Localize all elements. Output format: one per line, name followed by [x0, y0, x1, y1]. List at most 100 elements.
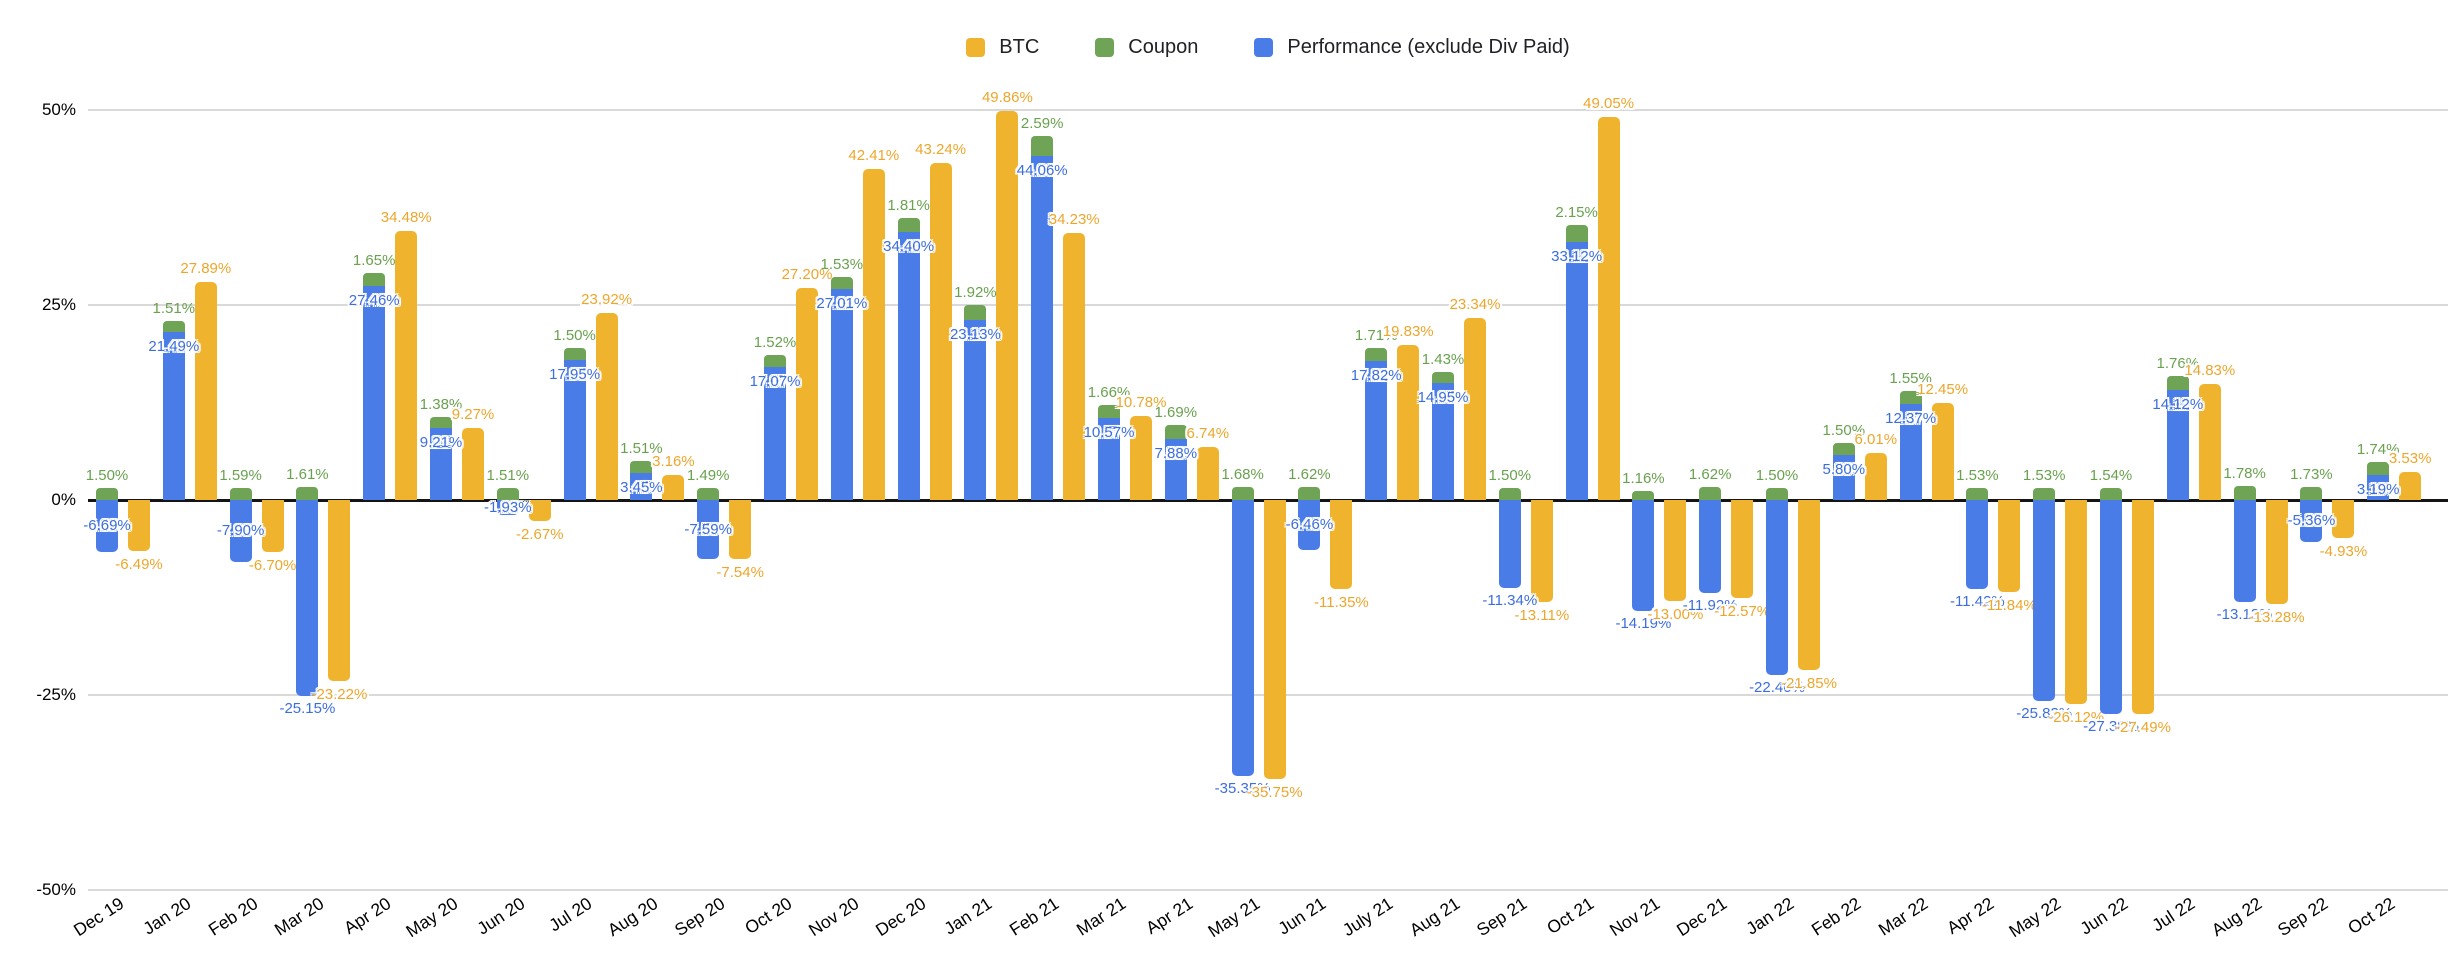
- coupon-bar: [1832, 443, 1855, 455]
- btc-value-label: 23.34%: [1449, 295, 1501, 313]
- coupon-bar: [96, 488, 118, 500]
- performance-bar: [2233, 500, 2256, 603]
- x-axis-label: May 20: [402, 893, 462, 942]
- coupon-value-label: 1.69%: [1154, 404, 1198, 422]
- btc-bar: [1397, 345, 1420, 500]
- performance-value-label: 3.45%: [620, 479, 663, 497]
- btc-value-label: -6.49%: [115, 555, 163, 573]
- gridline-25: [88, 304, 2448, 306]
- performance-bar: [2367, 475, 2390, 500]
- x-axis-label: Sep 20: [671, 893, 729, 941]
- performance-value-label: 5.80%: [1822, 460, 1866, 478]
- performance-value-label: 23.13%: [949, 325, 1001, 343]
- coupon-value-label: 1.50%: [1755, 467, 1799, 485]
- performance-bar: [1498, 500, 1521, 589]
- legend-item-btc: BTC: [966, 36, 1039, 59]
- x-axis-label: Jul 20: [544, 893, 595, 936]
- btc-bar: [1731, 500, 1754, 599]
- x-axis-label: Sep 21: [1472, 893, 1531, 941]
- btc-bar: [1998, 500, 2021, 593]
- btc-value-label: 6.01%: [1854, 431, 1898, 449]
- x-axis-label: Dec 20: [871, 893, 929, 941]
- coupon-value-label: 1.62%: [1288, 466, 1331, 484]
- x-axis-label: Jun 21: [1274, 893, 1330, 939]
- coupon-value-label: 1.53%: [2022, 467, 2066, 485]
- coupon-value-label: 1.51%: [486, 467, 530, 485]
- btc-value-label: -11.35%: [1314, 593, 1369, 611]
- x-axis-label: Aug 20: [604, 893, 662, 941]
- coupon-value-label: 1.81%: [887, 196, 930, 214]
- coupon-value-label: 1.53%: [820, 256, 864, 274]
- performance-value-label: 17.82%: [1350, 367, 1402, 384]
- legend-item-coupon: Coupon: [1095, 36, 1198, 59]
- performance-bar: [897, 231, 920, 500]
- coupon-bar: [430, 417, 452, 429]
- legend-label-coupon: Coupon: [1128, 36, 1199, 58]
- x-axis-label: Feb 20: [204, 893, 261, 940]
- coupon-bar: [1966, 488, 1989, 500]
- performance-value-label: 14.95%: [1417, 389, 1469, 407]
- btc-bar: [796, 287, 818, 500]
- performance-bar: [1164, 438, 1187, 500]
- performance-value-label: 33.12%: [1551, 247, 1603, 265]
- x-axis-label: May 22: [2005, 893, 2065, 942]
- btc-value-label: -11.84%: [1982, 597, 2037, 615]
- btc-bar: [1464, 317, 1486, 500]
- btc-value-label: -12.57%: [1714, 603, 1771, 621]
- coupon-bar: [2233, 486, 2256, 500]
- coupon-bar: [2367, 461, 2390, 476]
- y-axis-label: 0%: [51, 490, 76, 509]
- performance-bar: [1632, 500, 1655, 611]
- performance-bar: [1432, 383, 1454, 500]
- btc-value-label: -13.00%: [1647, 606, 1704, 624]
- performance-bar: [1298, 500, 1321, 551]
- x-axis-label: July 21: [1339, 893, 1397, 941]
- performance-bar: [1098, 417, 1120, 500]
- x-axis-label: Nov 20: [804, 893, 863, 941]
- x-axis-label: Apr 20: [340, 893, 395, 939]
- performance-value-label: -11.42%: [1950, 593, 2005, 611]
- coupon-bar: [1899, 391, 1922, 404]
- coupon-bar: [1164, 425, 1187, 439]
- btc-bar: [1798, 500, 1820, 671]
- x-axis-label: Oct 22: [2344, 893, 2399, 939]
- btc-bar: [1664, 500, 1687, 602]
- performance-value-label: 34.40%: [883, 237, 935, 255]
- coupon-bar: [1699, 487, 1722, 500]
- btc-bar: [1063, 233, 1086, 500]
- coupon-value-label: 1.73%: [2290, 465, 2333, 483]
- y-axis-label: -50%: [36, 880, 76, 899]
- performance-value-label: -22.40%: [1749, 678, 1805, 696]
- chart-legend: BTC Coupon Performance (exclude Div Paid…: [88, 36, 2448, 59]
- btc-bar: [128, 500, 150, 551]
- performance-bar: [496, 500, 519, 516]
- x-axis-label: Feb 22: [1807, 893, 1865, 940]
- performance-bar: [1231, 500, 1254, 776]
- x-axis-label: Mar 21: [1072, 893, 1130, 940]
- performance-value-label: -35.35%: [1214, 779, 1271, 797]
- btc-value-label: -23.22%: [311, 686, 368, 704]
- btc-bar: [395, 231, 418, 500]
- x-axis-label: Jan 22: [1742, 893, 1798, 939]
- performance-value-label: 7.88%: [1154, 444, 1198, 462]
- btc-value-label: -6.70%: [248, 557, 297, 575]
- performance-value-label: 21.49%: [148, 338, 200, 356]
- coupon-bar: [1031, 136, 1054, 157]
- btc-bar: [1330, 500, 1353, 589]
- coupon-bar: [830, 277, 853, 290]
- coupon-value-label: 1.59%: [219, 466, 262, 484]
- coupon-value-label: 1.68%: [1221, 465, 1264, 483]
- coupon-bar: [563, 348, 586, 360]
- performance-bar: [1899, 403, 1922, 500]
- coupon-value-label: 1.71%: [1354, 326, 1398, 344]
- legend-label-performance: Performance (exclude Div Paid): [1287, 36, 1570, 58]
- x-axis-label: Nov 21: [1606, 893, 1664, 941]
- btc-bar: [729, 500, 752, 559]
- performance-value-label: -13.13%: [2216, 606, 2273, 624]
- x-axis-label: Aug 22: [2207, 893, 2265, 941]
- performance-bar: [430, 428, 452, 500]
- btc-bar: [2332, 500, 2355, 539]
- btc-value-label: 6.74%: [1186, 425, 1230, 443]
- coupon-value-label: 1.51%: [620, 440, 663, 458]
- btc-bar: [2198, 384, 2221, 500]
